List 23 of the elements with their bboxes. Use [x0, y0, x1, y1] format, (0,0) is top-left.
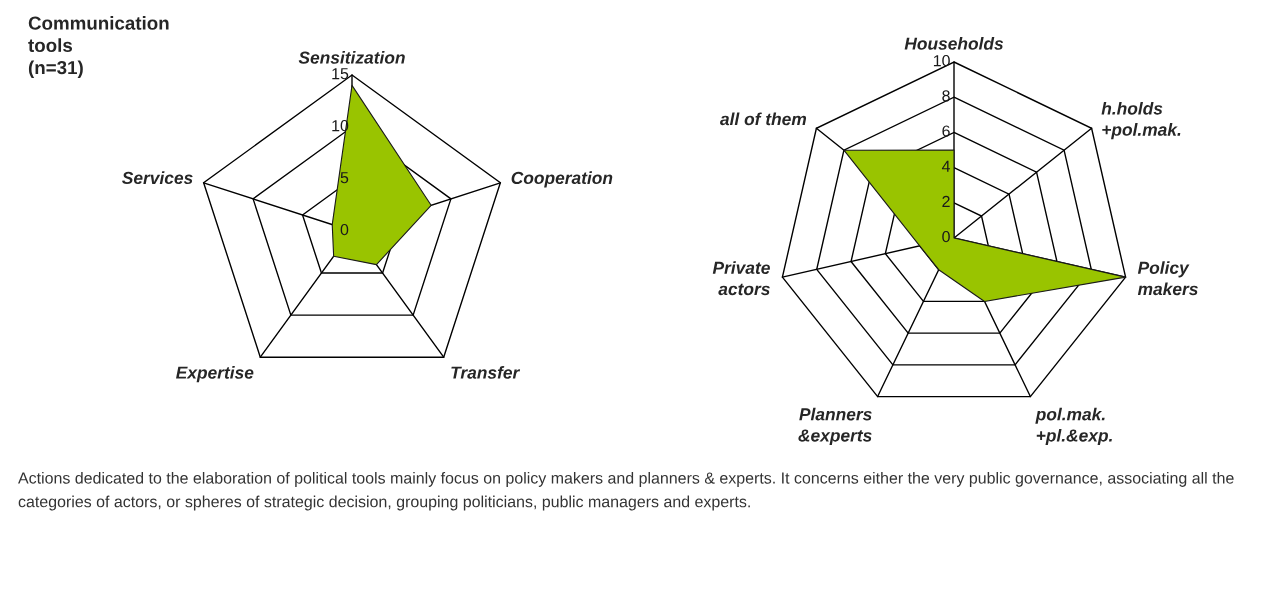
y-tick-label: 10 [933, 54, 950, 67]
y-tick-label: 4 [941, 160, 951, 172]
spoke-label: Sensitization [298, 51, 405, 64]
y-tick-label: 5 [340, 172, 349, 184]
y-tick-label: 0 [340, 223, 349, 236]
y-tick-label: 8 [942, 90, 950, 102]
y-tick-label: 2 [942, 195, 950, 207]
spoke-label: Cooperation [511, 171, 613, 188]
text: Actions dedicated to the elaboration of political tools mainly focus on policy makers and planners & experts. It concerns either the very public governance, associating all the categories of actors, or spheres of strategic decision, grouping politicians, public managers and experts. [18, 472, 1234, 511]
spoke-label: Policy makers [1137, 261, 1198, 296]
spoke-label: Households [904, 37, 1004, 50]
y-tick-label: 6 [942, 125, 950, 137]
spoke-label: all of them [720, 112, 807, 126]
y-tick-label: 15 [332, 68, 349, 80]
spoke-label: h.holds +pol.mak. [1101, 101, 1181, 140]
spoke-label: Planners &experts [798, 407, 872, 446]
spoke-label: Services [122, 171, 193, 185]
chart-title: Communication tools (n=31) [28, 16, 169, 78]
spoke-label: Private actors [712, 261, 770, 296]
spoke-label: Transfer [451, 366, 521, 379]
spoke-label: Expertise [176, 366, 254, 383]
spoke-label: pol.mak. +pl.&exp. [1035, 407, 1112, 446]
y-tick-label: 0 [942, 230, 950, 243]
